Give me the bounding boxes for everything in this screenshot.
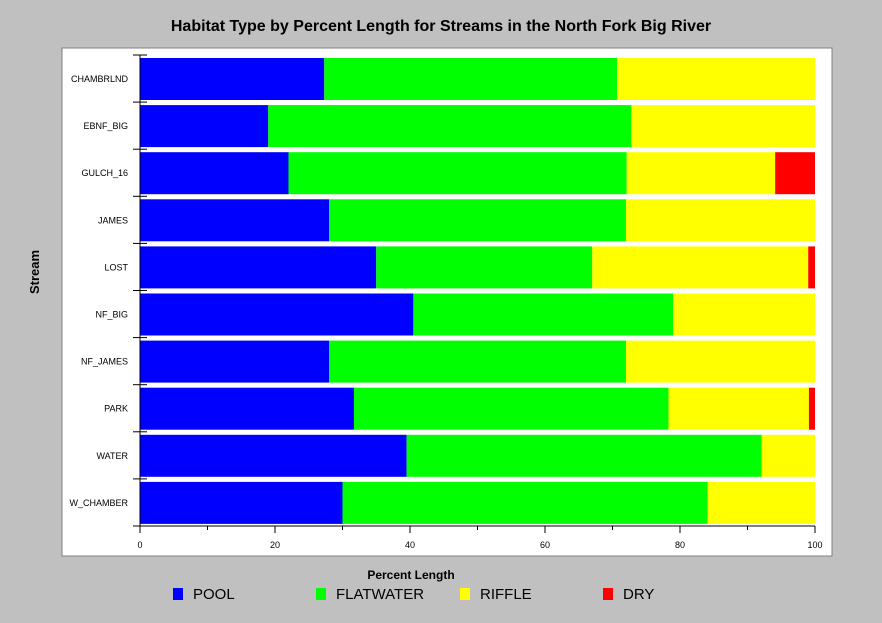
legend-item-pool: POOL [173,583,235,605]
y-tick-label: NF_BIG [95,310,128,320]
bar-riffle-james [626,199,815,242]
bar-riffle-park [668,387,809,430]
bar-dry-park [808,387,815,430]
x-tick-label: 20 [270,540,280,550]
axes-group: CHAMBRLND EBNF_BIG GULCH_16 JAMES LOST NF_BIG… [69,54,823,550]
bar-flatwater-nf_james [329,340,626,383]
bar-flatwater-lost [376,246,593,289]
y-tick-label: LOST [104,262,128,272]
x-tick-label: 0 [137,540,142,550]
bar-pool-gulch_16 [140,152,289,195]
bar-flatwater-w_chamber [342,481,708,524]
bar-pool-chambrlnd [140,58,325,100]
bar-flatwater-chambrlnd [324,58,618,100]
legend-label: RIFFLE [480,585,532,603]
bar-riffle-chambrlnd [617,58,815,100]
y-tick-label: PARK [104,404,128,414]
legend-swatch [460,588,470,600]
bar-pool-water [140,434,407,477]
legend-swatch [603,588,613,600]
legend-label: FLATWATER [336,585,425,603]
bar-pool-lost [140,246,377,289]
y-tick-label: NF_JAMES [81,357,128,367]
x-tick-label: 100 [807,540,822,550]
y-tick-label: WATER [97,451,129,461]
bar-flatwater-water [406,434,762,477]
bar-riffle-lost [592,246,809,289]
x-tick-label: 40 [405,540,415,550]
legend-swatch [316,588,326,600]
bar-riffle-nf_james [626,340,815,383]
bar-riffle-nf_big [673,293,815,336]
bar-pool-park [140,387,354,430]
legend-label: DRY [623,585,655,603]
y-tick-label: EBNF_BIG [83,121,128,131]
bar-riffle-ebnf_big [631,105,815,148]
y-tick-label: W_CHAMBER [69,498,128,508]
legend-label: POOL [193,585,235,603]
bar-riffle-water [761,434,815,477]
bar-flatwater-james [329,199,626,242]
y-axis-label: Stream [27,250,42,294]
bars-group [140,58,815,524]
bar-flatwater-gulch_16 [288,152,627,195]
x-tick-label: 60 [540,540,550,550]
bar-flatwater-park [353,387,669,430]
x-tick-label: 80 [675,540,685,550]
bar-flatwater-ebnf_big [268,105,632,148]
bar-pool-james [140,199,329,242]
bar-pool-nf_big [140,293,414,336]
legend: POOL FLATWATER RIFFLE DRY [0,583,882,607]
y-tick-label: GULCH_16 [81,168,128,178]
legend-item-flatwater: FLATWATER [316,583,424,605]
bar-pool-w_chamber [140,481,343,524]
bar-pool-ebnf_big [140,105,269,148]
bar-pool-nf_james [140,340,329,383]
legend-swatch [173,588,183,600]
bar-dry-gulch_16 [775,152,815,195]
y-tick-label: CHAMBRLND [71,74,129,84]
bar-riffle-w_chamber [707,481,815,524]
y-tick-label: JAMES [98,215,128,225]
legend-item-dry: DRY [603,583,654,605]
x-axis-label: Percent Length [367,568,454,582]
chart-title: Habitat Type by Percent Length for Strea… [170,18,712,35]
bar-riffle-gulch_16 [626,152,776,195]
legend-item-riffle: RIFFLE [460,583,532,605]
bar-flatwater-nf_big [413,293,674,336]
bar-dry-lost [808,246,815,289]
